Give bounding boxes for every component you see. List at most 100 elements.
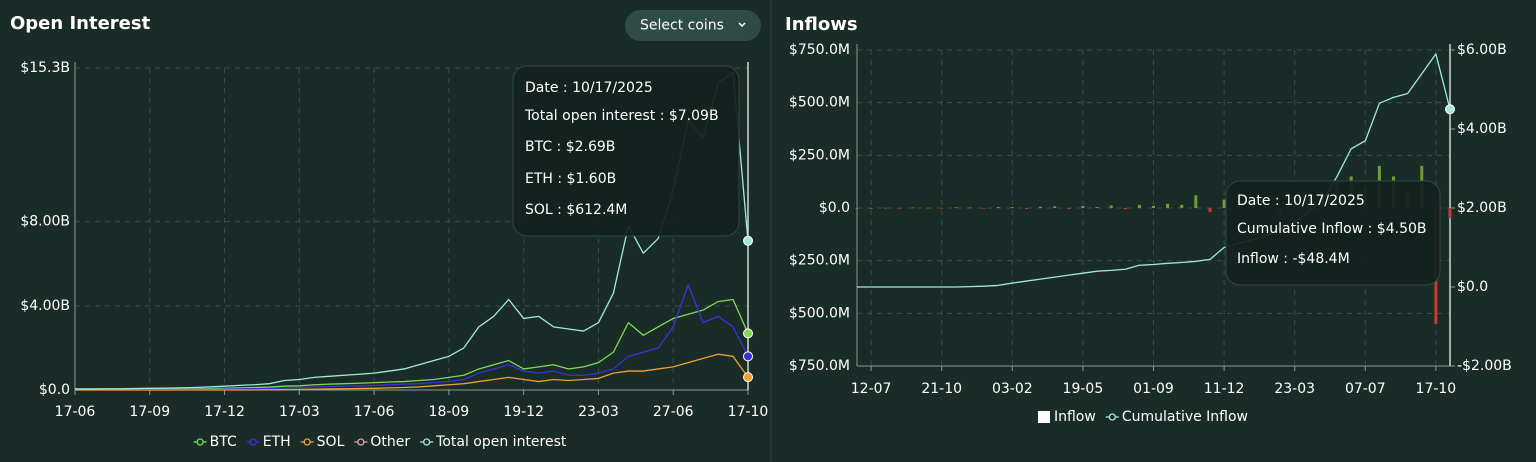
y-tick-label: $750.0M xyxy=(789,358,850,374)
x-tick-label: 17-10 xyxy=(728,404,769,420)
bar xyxy=(1095,206,1099,208)
bar xyxy=(1081,205,1085,208)
x-tick-label: 19-12 xyxy=(503,404,544,420)
tooltip-bg xyxy=(512,65,740,237)
y2-tick-label: $4.00B xyxy=(1457,121,1507,137)
y-tick-label: $500.0M xyxy=(789,305,850,321)
line xyxy=(857,53,1451,288)
x-tick-label: 27-06 xyxy=(653,404,694,420)
legend-item[interactable]: Other xyxy=(354,434,410,450)
end-marker xyxy=(743,328,753,339)
legend-label: BTC xyxy=(210,434,237,450)
legend-item[interactable]: BTC xyxy=(193,434,237,450)
end-marker xyxy=(743,235,753,246)
bar xyxy=(1024,208,1028,210)
legend-item[interactable]: Inflow xyxy=(1037,409,1096,425)
x-tick-label: 01-09 xyxy=(1133,381,1174,397)
legend-item[interactable]: ETH xyxy=(246,434,291,450)
bar xyxy=(1208,208,1212,213)
end-marker xyxy=(1445,104,1455,115)
bar xyxy=(940,208,944,209)
legend: BTC ETH SOL Other Total open interest xyxy=(193,434,567,450)
x-tick-label: 11-12 xyxy=(1204,381,1245,397)
tooltip-line: Inflow : -$48.4M xyxy=(1237,251,1350,267)
x-tick-label: 17-12 xyxy=(204,404,245,420)
legend-swatch xyxy=(303,438,311,446)
y-tick-label: $750.0M xyxy=(789,42,850,58)
bar xyxy=(1039,206,1043,208)
chevron[interactable] xyxy=(738,22,746,28)
legend-label: Inflow xyxy=(1054,409,1096,425)
y-tick-label: $250.0M xyxy=(789,147,850,163)
bar xyxy=(1123,208,1127,210)
y2-tick-label: $6.00B xyxy=(1457,42,1507,58)
bar xyxy=(883,207,887,209)
legend-item[interactable]: Total open interest xyxy=(420,434,567,450)
line xyxy=(75,353,749,391)
x-tick-label: 12-07 xyxy=(851,381,892,397)
legend-label: SOL xyxy=(317,434,345,450)
tooltip-line: Date : 10/17/2025 xyxy=(1237,193,1365,209)
bar xyxy=(1166,203,1170,208)
tooltip-bg xyxy=(1225,180,1441,286)
x-tick-label: 17-06 xyxy=(55,404,96,420)
legend-label: Total open interest xyxy=(435,434,567,450)
bar xyxy=(1109,205,1113,208)
bar xyxy=(1137,204,1141,208)
bar xyxy=(1222,199,1226,208)
y-tick-label: $250.0M xyxy=(789,253,850,269)
line xyxy=(75,71,749,390)
bar xyxy=(1180,204,1184,208)
tooltip-line: ETH : $1.60B xyxy=(525,171,616,187)
x-tick-label: 21-10 xyxy=(921,381,962,397)
y2-tick-label: -$2.00B xyxy=(1457,358,1512,374)
legend-swatch xyxy=(357,438,365,446)
legend-swatch xyxy=(196,438,204,446)
button-bg[interactable] xyxy=(625,10,761,41)
y-tick-label: $0.0 xyxy=(819,200,850,216)
x-tick-label: 17-10 xyxy=(1416,381,1457,397)
bar xyxy=(1194,195,1198,208)
end-marker xyxy=(743,351,753,362)
legend-item[interactable]: Cumulative Inflow xyxy=(1105,409,1248,425)
y-tick-label: $8.00B xyxy=(20,214,70,230)
tooltip-line: SOL : $612.4M xyxy=(525,202,627,218)
bar xyxy=(897,208,901,209)
bar xyxy=(954,207,958,208)
legend-swatch xyxy=(249,438,257,446)
y-tick-label: $0.0 xyxy=(39,382,70,398)
y-tick-label: $4.00B xyxy=(20,298,70,314)
end-marker xyxy=(743,372,753,383)
y-tick-label: $500.0M xyxy=(789,95,850,111)
y2-tick-label: $0.0 xyxy=(1457,279,1488,295)
legend-swatch xyxy=(1108,413,1116,421)
legend-swatch xyxy=(1037,411,1050,423)
x-tick-label: 17-09 xyxy=(129,404,170,420)
legend: Inflow Cumulative Inflow xyxy=(1037,409,1248,425)
x-tick-label: 17-06 xyxy=(354,404,395,420)
bar xyxy=(911,207,915,209)
y2-tick-label: $2.00B xyxy=(1457,200,1507,216)
x-tick-label: 17-03 xyxy=(279,404,320,420)
tooltip-line: Cumulative Inflow : $4.50B xyxy=(1237,221,1427,237)
bar xyxy=(926,207,930,209)
bar xyxy=(1448,208,1452,219)
x-tick-label: 18-09 xyxy=(429,404,470,420)
bar xyxy=(869,208,873,209)
bar xyxy=(982,208,986,209)
bar xyxy=(996,206,1000,208)
bar xyxy=(855,208,859,209)
legend-label: ETH xyxy=(263,434,291,450)
legend-item[interactable]: SOL xyxy=(300,434,345,450)
chart-title: Inflows xyxy=(785,14,858,35)
bar xyxy=(1067,208,1071,209)
chart-title: Open Interest xyxy=(10,13,151,34)
x-tick-label: 03-02 xyxy=(992,381,1033,397)
button-label[interactable]: Select coins xyxy=(640,18,724,34)
bar xyxy=(1010,207,1014,208)
x-tick-label: 23-03 xyxy=(1274,381,1315,397)
tooltip-line: Date : 10/17/2025 xyxy=(525,80,653,96)
select-button[interactable]: Select coins xyxy=(625,10,761,41)
x-tick-label: 19-05 xyxy=(1063,381,1104,397)
